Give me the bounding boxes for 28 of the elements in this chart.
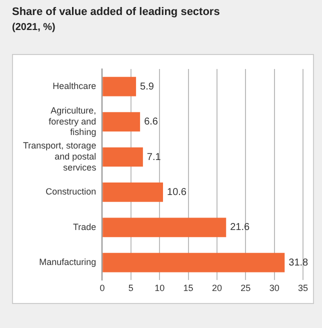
bar (102, 182, 164, 202)
data-label: 5.9 (140, 81, 154, 92)
bar (102, 218, 226, 238)
x-tick-label: 25 (240, 283, 251, 294)
x-tick-label: 35 (298, 283, 308, 294)
data-label: 7.1 (146, 152, 162, 163)
data-label: 21.6 (230, 222, 250, 234)
x-tick-label: 20 (212, 283, 222, 294)
bar (102, 112, 140, 132)
y-tick-label: Trade (73, 222, 96, 232)
y-tick-label: Agriculture, forestry and fishing (48, 105, 96, 138)
x-tick-label: 10 (154, 283, 165, 294)
bar (102, 252, 285, 272)
x-tick-label: 5 (128, 283, 134, 294)
bar (102, 147, 143, 167)
y-tick-label: Healthcare (52, 81, 96, 92)
data-label: 6.6 (144, 116, 158, 128)
data-label: 31.8 (288, 257, 309, 268)
x-tick-label: 30 (269, 283, 280, 294)
x-tick-label: 0 (100, 283, 105, 294)
y-tick-label: Manufacturing (39, 257, 96, 268)
y-tick-label: Construction (46, 186, 96, 197)
data-label: 10.6 (167, 186, 187, 198)
chart-subtitle: (2021, %) (12, 22, 56, 33)
y-tick-label: Transport, storage and postal services (22, 140, 97, 172)
x-tick-label: 15 (183, 283, 194, 294)
chart-title: Share of value added of leading sectors (12, 6, 220, 18)
bar (102, 76, 136, 96)
